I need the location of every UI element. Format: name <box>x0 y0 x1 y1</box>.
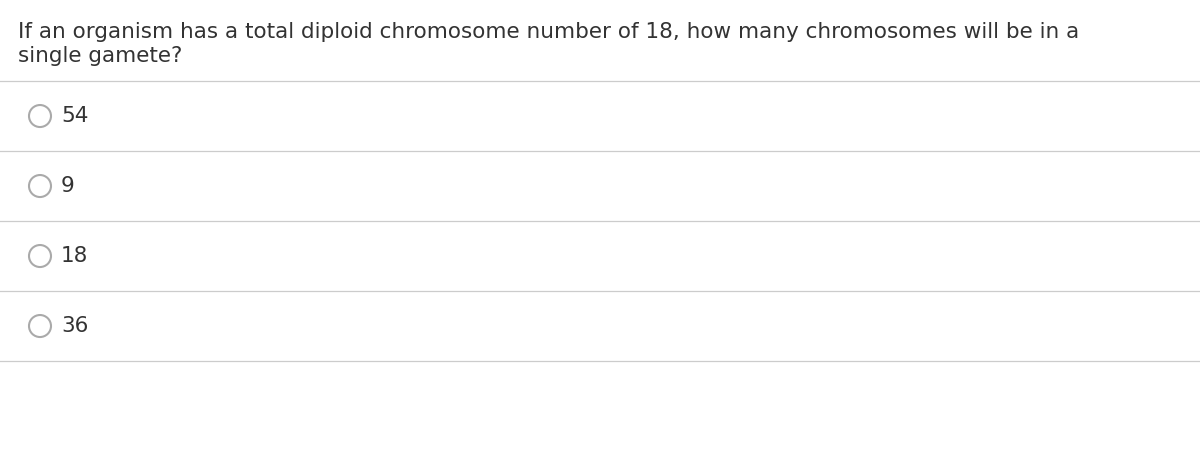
Text: 36: 36 <box>61 316 89 336</box>
Text: 9: 9 <box>61 176 74 196</box>
Text: 18: 18 <box>61 246 89 266</box>
Text: If an organism has a total diploid chromosome number of 18, how many chromosomes: If an organism has a total diploid chrom… <box>18 22 1079 42</box>
Text: 54: 54 <box>61 106 89 126</box>
Text: single gamete?: single gamete? <box>18 46 182 66</box>
